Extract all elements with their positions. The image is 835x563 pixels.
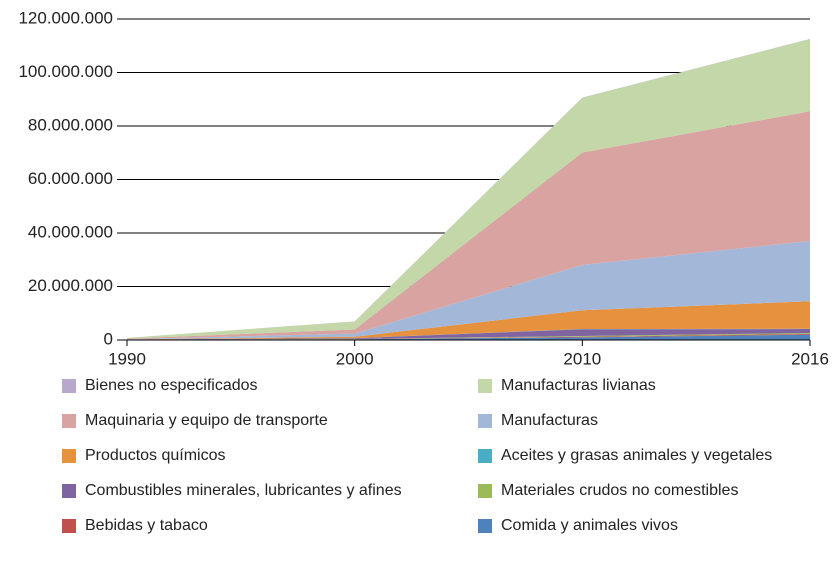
area bbox=[127, 301, 810, 340]
area bbox=[127, 334, 810, 340]
x-tick-label: 1990 bbox=[108, 349, 146, 368]
legend-label: Manufacturas livianas bbox=[501, 377, 656, 394]
legend-swatch bbox=[62, 449, 76, 463]
legend-label: Maquinaria y equipo de transporte bbox=[85, 412, 328, 429]
area bbox=[127, 241, 810, 340]
area bbox=[127, 39, 810, 339]
legend-label: Comida y animales vivos bbox=[501, 517, 678, 534]
legend-swatch bbox=[62, 414, 76, 428]
legend-label: Aceites y grasas animales y vegetales bbox=[501, 447, 772, 464]
legend-swatch bbox=[62, 379, 76, 393]
y-tick-label: 60.000.000 bbox=[28, 169, 113, 188]
x-tick-label: 2010 bbox=[563, 349, 601, 368]
y-tick-label: 20.000.000 bbox=[28, 276, 113, 295]
y-tick-label: 0 bbox=[104, 329, 113, 348]
y-tick-label: 40.000.000 bbox=[28, 222, 113, 241]
legend-label: Bienes no especificados bbox=[85, 377, 258, 394]
x-tick-label: 2016 bbox=[791, 349, 829, 368]
legend-swatch bbox=[478, 414, 492, 428]
legend-swatch bbox=[478, 484, 492, 498]
legend-swatch bbox=[62, 484, 76, 498]
y-tick-label: 120.000.000 bbox=[18, 8, 113, 27]
legend-label: Materiales crudos no comestibles bbox=[501, 482, 738, 499]
y-tick-label: 100.000.000 bbox=[18, 62, 113, 81]
legend-label: Productos químicos bbox=[85, 447, 226, 464]
legend-label: Bebidas y tabaco bbox=[85, 517, 208, 534]
area bbox=[127, 111, 810, 340]
area bbox=[127, 329, 810, 340]
legend-label: Combustibles minerales, lubricantes y af… bbox=[85, 482, 402, 499]
y-tick-label: 80.000.000 bbox=[28, 115, 113, 134]
legend-swatch bbox=[62, 519, 76, 533]
legend-swatch bbox=[478, 449, 492, 463]
legend-swatch bbox=[478, 379, 492, 393]
legend-swatch bbox=[478, 519, 492, 533]
x-tick-label: 2000 bbox=[336, 349, 374, 368]
legend-label: Manufacturas bbox=[501, 412, 598, 429]
